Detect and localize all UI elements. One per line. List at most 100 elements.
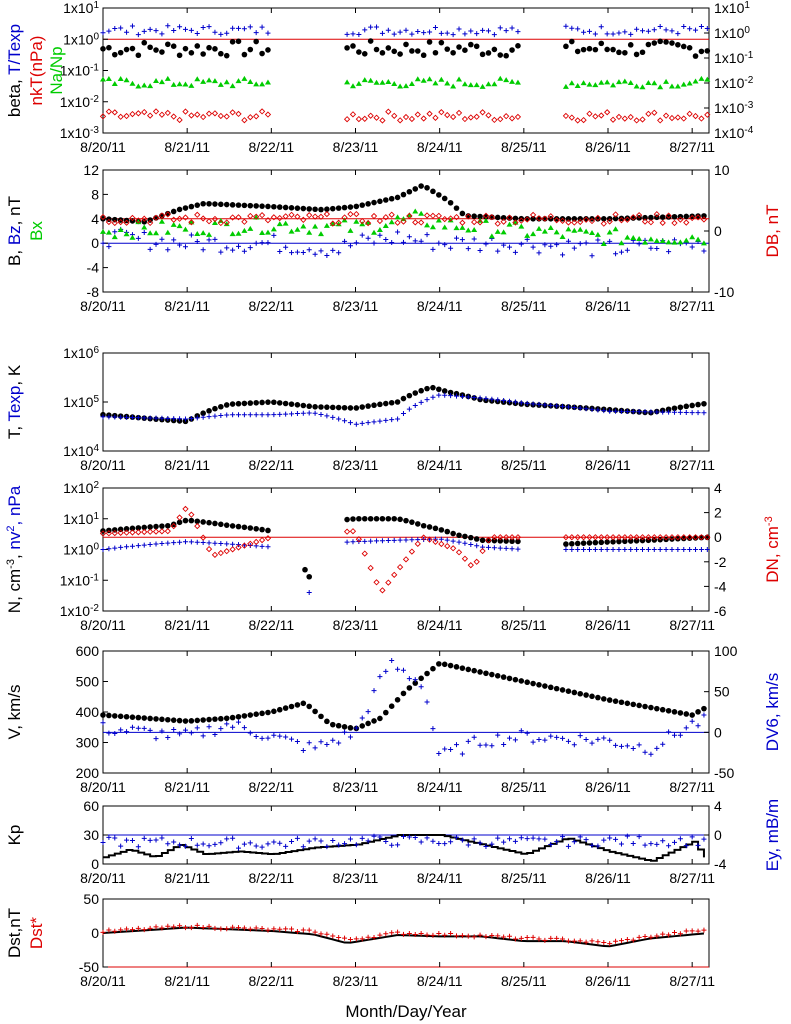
data-point <box>135 529 142 536</box>
data-point <box>371 240 377 246</box>
data-point <box>485 81 492 87</box>
data-point <box>592 113 599 120</box>
data-point <box>491 46 498 53</box>
data-point <box>289 839 295 845</box>
data-point <box>389 842 395 848</box>
data-point <box>610 82 617 88</box>
data-point <box>170 43 177 49</box>
data-point <box>318 838 324 844</box>
data-point <box>344 79 351 85</box>
data-point <box>270 214 277 221</box>
data-point <box>400 410 406 416</box>
data-point <box>462 31 468 37</box>
data-point <box>695 236 702 242</box>
data-point <box>259 543 265 549</box>
data-point <box>477 395 483 401</box>
data-point <box>123 529 130 536</box>
data-point <box>491 116 498 124</box>
data-point <box>135 844 141 850</box>
left-tick-label: 1x100 <box>63 31 99 48</box>
data-point <box>347 211 354 218</box>
data-point <box>624 743 630 749</box>
data-point <box>359 715 365 721</box>
data-point <box>495 732 501 738</box>
date-tick-label: 8/20/11 <box>80 617 126 633</box>
left-tick-label: -8 <box>87 284 100 300</box>
data-point <box>548 243 554 249</box>
data-point <box>141 28 147 34</box>
data-point <box>359 202 366 208</box>
data-point <box>306 403 313 410</box>
data-point <box>106 28 112 34</box>
data-point <box>347 936 353 942</box>
right-tick-label: 50 <box>714 684 730 700</box>
data-point <box>373 46 380 53</box>
data-point <box>353 725 359 731</box>
data-point <box>497 534 504 541</box>
data-point <box>657 117 664 124</box>
data-point <box>651 547 657 552</box>
data-point <box>624 247 630 253</box>
data-point <box>577 218 584 226</box>
data-point <box>200 540 206 546</box>
data-point <box>671 839 677 845</box>
data-point <box>153 415 159 421</box>
data-point <box>217 549 224 557</box>
data-point <box>501 242 507 248</box>
data-point <box>583 228 590 234</box>
data-point <box>630 937 636 943</box>
data-point <box>247 412 253 418</box>
data-point <box>182 205 189 211</box>
data-point <box>583 939 589 945</box>
data-point <box>704 76 711 82</box>
data-point <box>182 214 189 221</box>
data-point <box>194 76 201 82</box>
data-point <box>503 538 509 544</box>
data-point <box>426 76 433 82</box>
data-point <box>418 210 425 216</box>
data-point <box>100 839 106 845</box>
data-point <box>442 841 448 847</box>
data-point <box>159 925 165 931</box>
data-point <box>651 109 658 116</box>
data-point <box>312 929 318 935</box>
data-point <box>229 546 236 553</box>
date-tick-label: 8/25/11 <box>501 139 547 155</box>
data-point <box>618 408 624 414</box>
data-point <box>106 244 112 250</box>
data-point <box>171 839 177 845</box>
data-point <box>471 667 477 674</box>
data-point <box>171 726 177 732</box>
data-point <box>164 75 171 81</box>
data-point <box>657 38 663 45</box>
data-point <box>627 538 634 544</box>
data-point <box>568 534 575 541</box>
data-point <box>515 29 521 35</box>
date-tick-label: 8/22/11 <box>248 617 294 633</box>
date-tick-label: 8/25/11 <box>501 617 547 633</box>
data-point <box>604 547 610 552</box>
data-point <box>105 218 113 226</box>
data-point <box>359 835 365 841</box>
data-point <box>677 409 683 415</box>
data-point <box>271 399 277 406</box>
data-point <box>459 394 465 400</box>
data-point <box>500 229 507 235</box>
data-point <box>436 392 442 398</box>
data-point <box>271 839 277 845</box>
data-point <box>100 30 106 36</box>
data-point <box>424 670 430 677</box>
date-tick-label: 8/25/11 <box>501 870 547 886</box>
left-axis-label: Kp <box>5 825 24 846</box>
data-point <box>212 716 218 722</box>
date-tick-label: 8/27/11 <box>669 617 715 633</box>
panel-kp: 8/20/11 8/21/11 8/22/11 8/23/11 8/24/11 8/25/… <box>80 805 715 886</box>
data-point <box>586 534 593 541</box>
data-point <box>123 231 130 237</box>
data-point <box>306 206 313 212</box>
data-point <box>265 30 271 36</box>
data-point <box>241 412 247 418</box>
data-point <box>518 835 524 841</box>
data-point <box>259 81 266 87</box>
data-point <box>394 219 401 226</box>
